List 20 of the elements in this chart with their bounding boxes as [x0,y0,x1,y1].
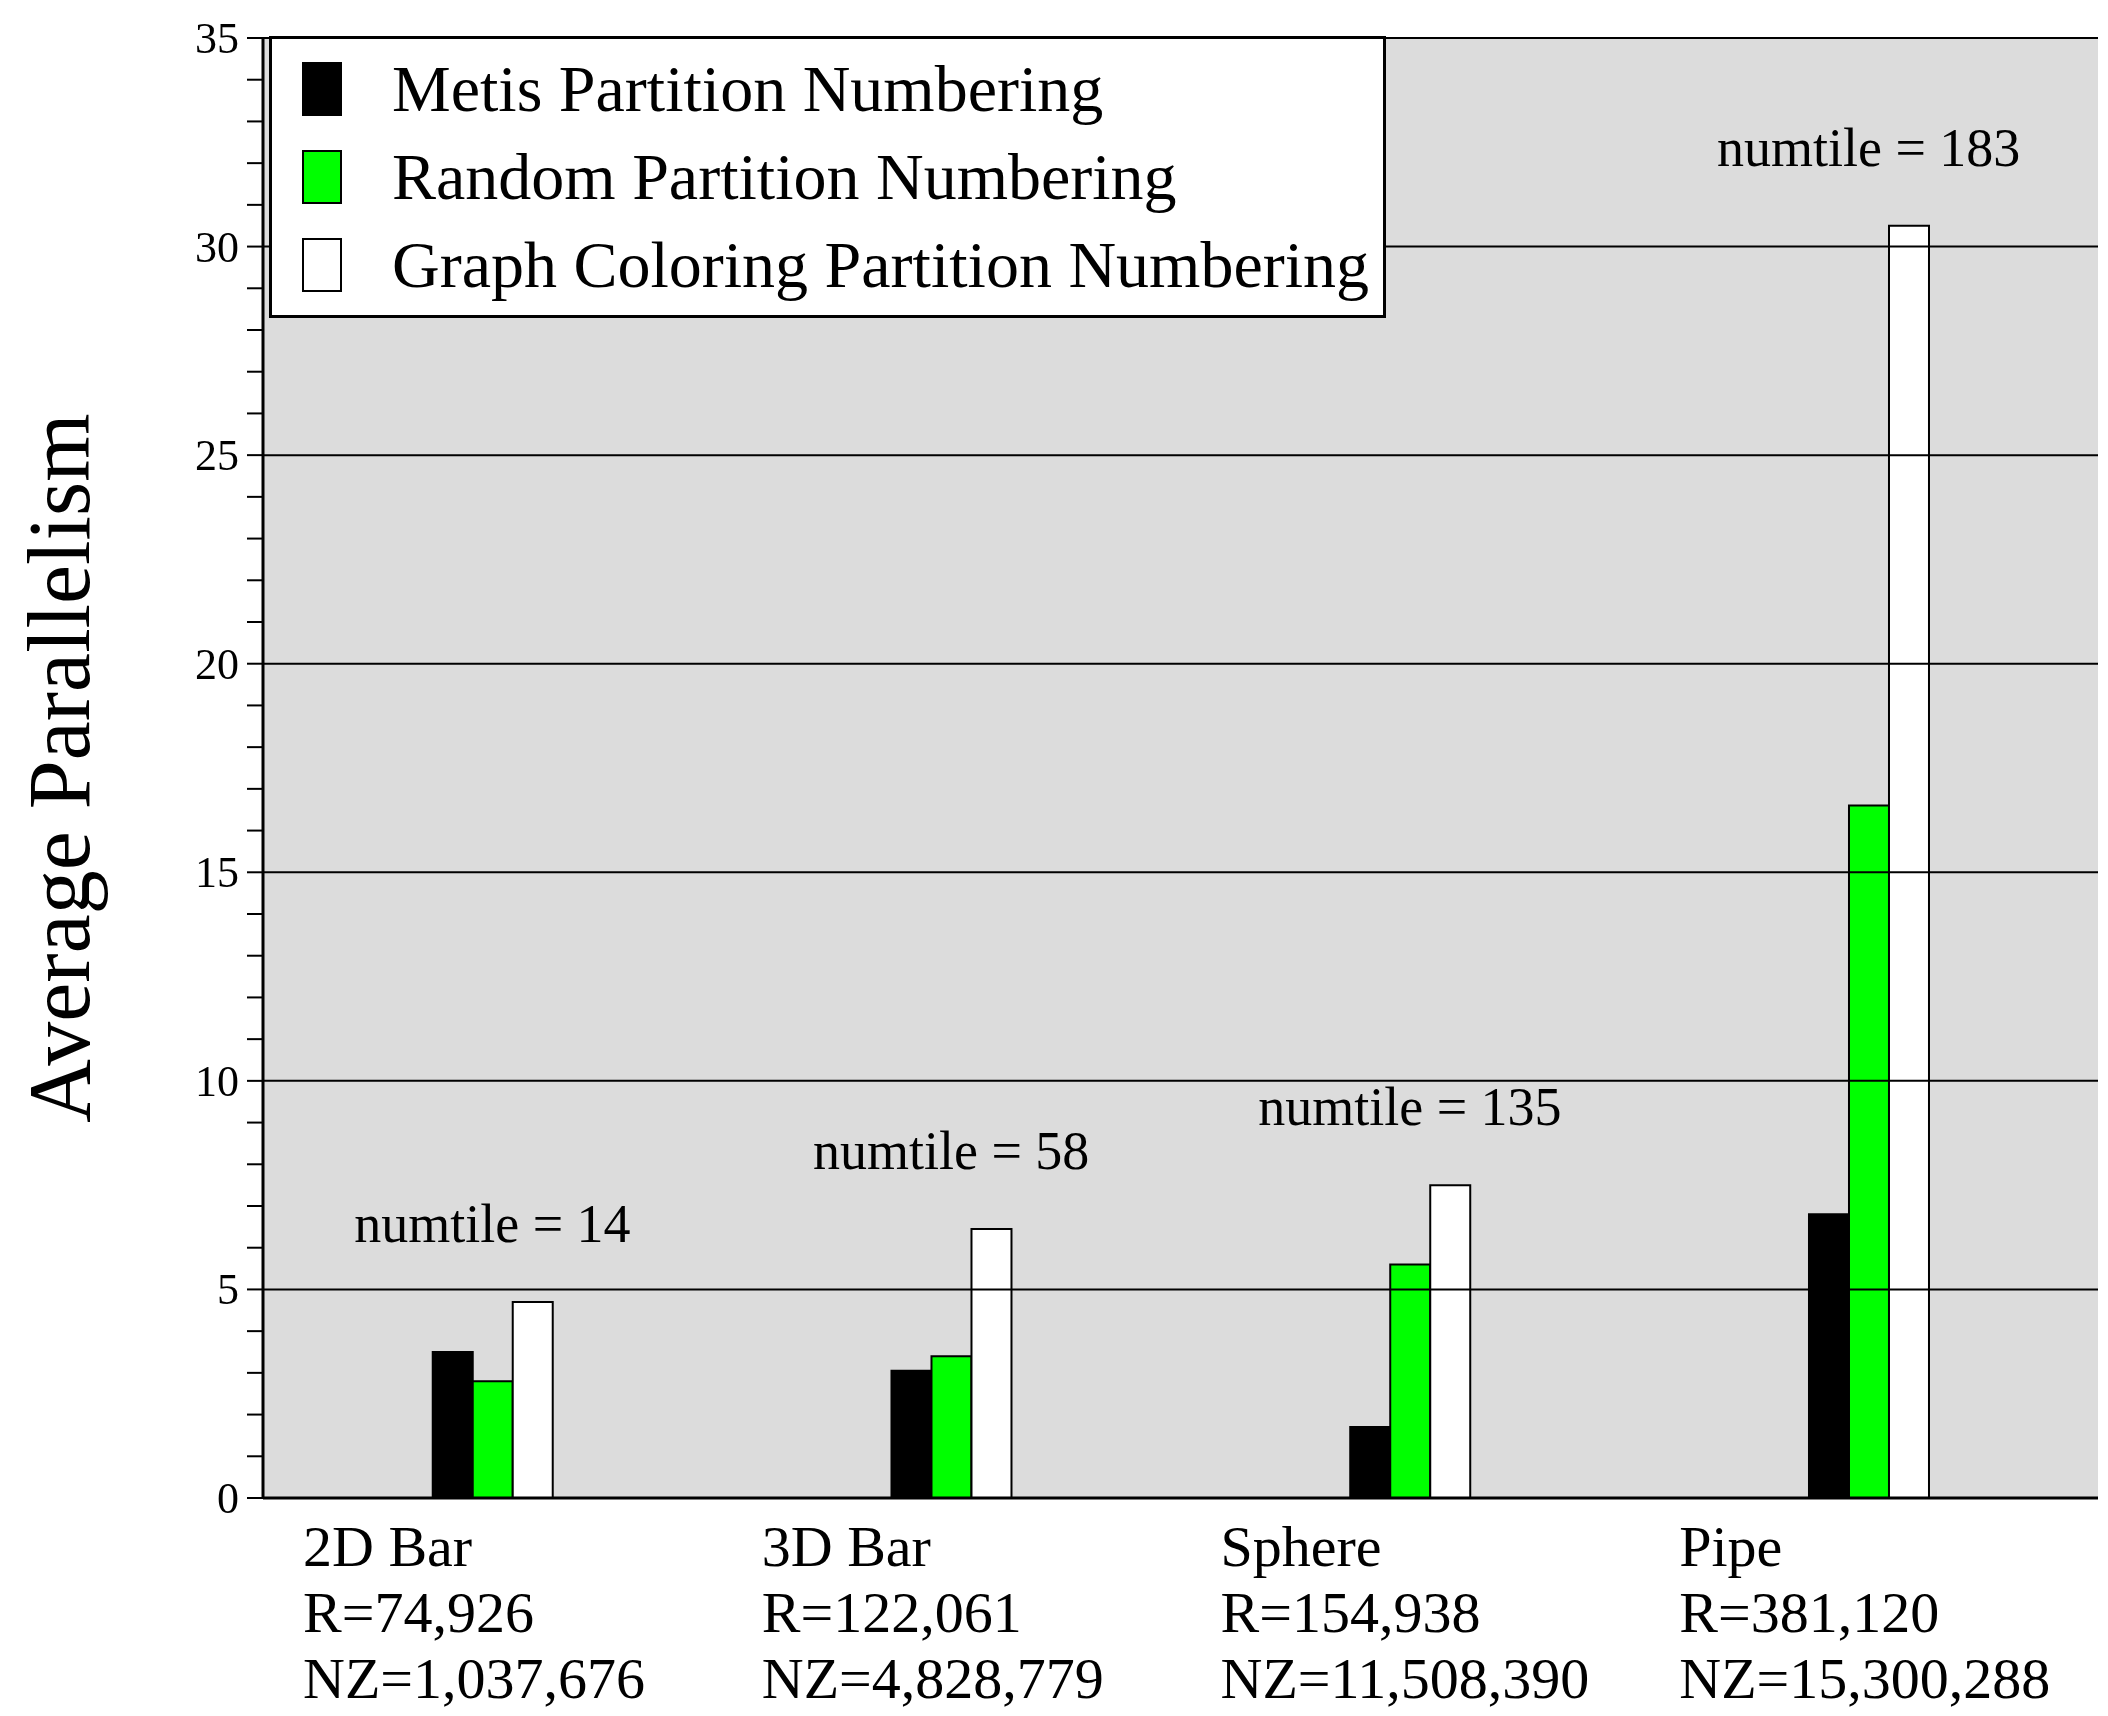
annotation: numtile = 183 [1716,117,2021,178]
y-tick-label: 35 [195,14,239,63]
annotation: numtile = 14 [354,1193,631,1254]
x-tick-label: Sphere R=154,938 NZ=11,508,390 [1220,1514,1590,1711]
y-tick-label: 0 [217,1474,239,1523]
y-tick-label: 10 [195,1056,239,1106]
x-tick-label: 3D Bar R=122,061 NZ=4,828,779 [761,1514,1104,1711]
y-tick-label: 20 [195,639,239,689]
y-tick-label: 30 [195,222,239,272]
annotation: numtile = 135 [1258,1077,1562,1138]
annotation: numtile = 58 [812,1120,1090,1181]
x-tick-label: Pipe R=381,120 NZ=15,300,288 [1679,1514,2051,1711]
y-tick-label: 5 [217,1265,239,1315]
legend-label: Graph Coloring Partition Numbering [392,227,1370,303]
legend-label: Random Partition Numbering [392,139,1177,215]
y-tick-label: 25 [195,431,239,481]
y-axis-title: Average Parallelism [11,413,109,1123]
y-tick-label: 15 [195,848,239,898]
legend-label: Metis Partition Numbering [392,51,1104,127]
x-tick-label: 2D Bar R=74,926 NZ=1,037,676 [303,1514,646,1711]
